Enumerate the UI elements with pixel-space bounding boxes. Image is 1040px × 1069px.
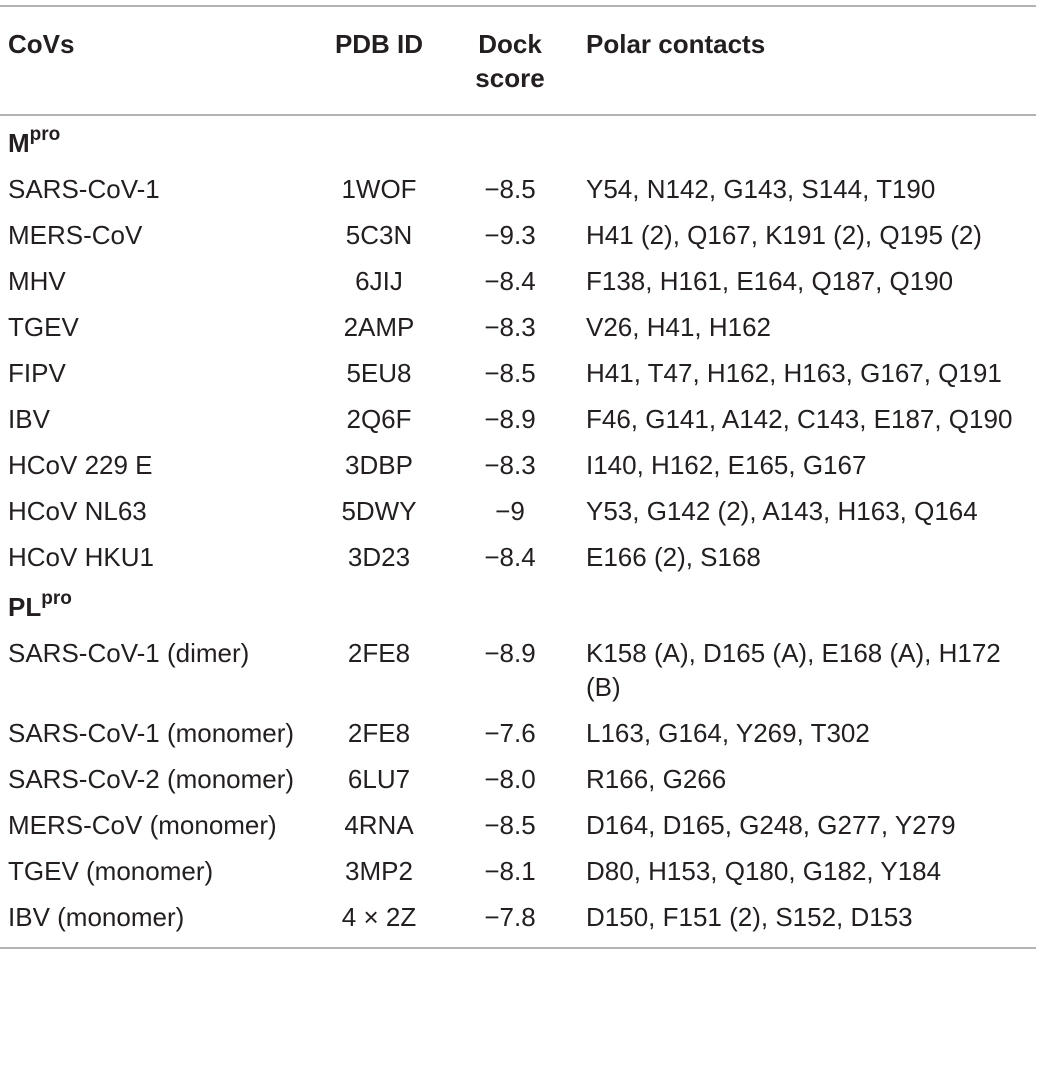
cell-polar-contacts: I140, H162, E165, G167 — [586, 450, 867, 480]
cell-pdb-id: 6JIJ — [355, 266, 403, 296]
cell-dock-score: −8.5 — [484, 358, 536, 388]
cell-pdb-id: 2FE8 — [347, 718, 411, 748]
table-row: MERS-CoV (monomer) 4RNA −8.5 D164, D165, G2… — [0, 802, 1036, 848]
cell-dock-score: −8.3 — [484, 450, 536, 480]
header-row: CoVs PDB ID Dock score Polar contacts — [0, 6, 1036, 115]
header-covs: CoVs — [8, 29, 75, 59]
section-title-main: PL — [8, 592, 42, 622]
cell-polar-contacts: F138, H161, E164, Q187, Q190 — [586, 266, 954, 296]
cell-polar-contacts: Y54, N142, G143, S144, T190 — [586, 174, 936, 204]
section-title-superscript: pro — [29, 124, 61, 146]
cell-cov: MERS-CoV — [8, 220, 143, 250]
cell-cov: HCoV 229 E — [8, 450, 153, 480]
cell-dock-score: −8.9 — [484, 638, 536, 668]
cell-pdb-id: 2Q6F — [346, 404, 412, 434]
cell-cov: SARS-CoV-1 — [8, 174, 160, 204]
cell-pdb-id: 4 × 2Z — [341, 902, 417, 932]
header-dock-score: Dock score — [442, 6, 578, 115]
cell-dock-score: −8.0 — [484, 764, 536, 794]
cell-cov: HCoV NL63 — [8, 496, 147, 526]
table-row: MHV 6JIJ −8.4 F138, H161, E164, Q187, Q190 — [0, 258, 1036, 304]
table-body: Mpro SARS-CoV-1 1WOF −8.5 Y54, N142, G143, S… — [0, 115, 1036, 948]
cell-pdb-id: 5EU8 — [346, 358, 412, 388]
table-row: HCoV 229 E 3DBP −8.3 I140, H162, E165, G167 — [0, 442, 1036, 488]
cell-cov: FIPV — [8, 358, 66, 388]
cell-cov: IBV — [8, 404, 50, 434]
header-pdb-id: PDB ID — [334, 29, 424, 59]
cell-dock-score: −9 — [495, 496, 525, 526]
table-row: SARS-CoV-1 (dimer) 2FE8 −8.9 K158 (A), D165… — [0, 630, 1036, 710]
cell-cov: SARS-CoV-1 (monomer) — [8, 718, 295, 748]
cell-cov: MERS-CoV (monomer) — [8, 810, 277, 840]
cell-pdb-id: 6LU7 — [347, 764, 411, 794]
table-row: IBV (monomer) 4 × 2Z −7.8 D150, F151 (2), S… — [0, 894, 1036, 948]
cell-pdb-id: 4RNA — [344, 810, 414, 840]
cell-polar-contacts: D150, F151 (2), S152, D153 — [586, 902, 913, 932]
cell-polar-contacts: H41, T47, H162, H163, G167, Q191 — [586, 358, 1002, 388]
table-row: HCoV NL63 5DWY −9 Y53, G142 (2), A143, H163… — [0, 488, 1036, 534]
cell-pdb-id: 2FE8 — [347, 638, 411, 668]
cell-polar-contacts: H41 (2), Q167, K191 (2), Q195 (2) — [586, 220, 982, 250]
table-row: TGEV 2AMP −8.3 V26, H41, H162 — [0, 304, 1036, 350]
table-row: IBV 2Q6F −8.9 F46, G141, A142, C143, E187, … — [0, 396, 1036, 442]
cell-pdb-id: 1WOF — [341, 174, 417, 204]
cell-polar-contacts: V26, H41, H162 — [586, 312, 772, 342]
cell-polar-contacts: K158 (A), D165 (A), E168 (A), H172 (B) — [586, 638, 1001, 702]
cell-polar-contacts: Y53, G142 (2), A143, H163, Q164 — [586, 496, 978, 526]
cell-cov: HCoV HKU1 — [8, 542, 154, 572]
cell-polar-contacts: F46, G141, A142, C143, E187, Q190 — [586, 404, 1013, 434]
cell-cov: SARS-CoV-1 (dimer) — [8, 638, 250, 668]
cell-dock-score: −8.1 — [484, 856, 536, 886]
cell-polar-contacts: D164, D165, G248, G277, Y279 — [586, 810, 956, 840]
section-row: PLpro — [0, 580, 1036, 630]
cell-dock-score: −9.3 — [484, 220, 536, 250]
table-row: SARS-CoV-1 1WOF −8.5 Y54, N142, G143, S144,… — [0, 166, 1036, 212]
cell-pdb-id: 2AMP — [343, 312, 415, 342]
cell-cov: IBV (monomer) — [8, 902, 185, 932]
section-row: Mpro — [0, 115, 1036, 166]
cell-dock-score: −7.8 — [484, 902, 536, 932]
section-title: PLpro — [0, 580, 1036, 630]
header-dock-score-text: Dock score — [475, 29, 545, 93]
cell-cov: TGEV (monomer) — [8, 856, 214, 886]
table-row: TGEV (monomer) 3MP2 −8.1 D80, H153, Q180, G… — [0, 848, 1036, 894]
cell-pdb-id: 3MP2 — [345, 856, 413, 886]
cell-pdb-id: 5C3N — [345, 220, 413, 250]
cell-dock-score: −8.5 — [484, 174, 536, 204]
header-polar-contacts: Polar contacts — [586, 29, 766, 59]
docking-results-table: CoVs PDB ID Dock score Polar contacts Mp… — [0, 5, 1036, 949]
cell-pdb-id: 3DBP — [345, 450, 413, 480]
cell-polar-contacts: R166, G266 — [586, 764, 727, 794]
cell-cov: MHV — [8, 266, 66, 296]
table-row: FIPV 5EU8 −8.5 H41, T47, H162, H163, G167, … — [0, 350, 1036, 396]
table-row: SARS-CoV-2 (monomer) 6LU7 −8.0 R166, G266 — [0, 756, 1036, 802]
cell-dock-score: −8.4 — [484, 266, 536, 296]
cell-cov: SARS-CoV-2 (monomer) — [8, 764, 295, 794]
cell-pdb-id: 5DWY — [341, 496, 417, 526]
section-title-superscript: pro — [41, 588, 72, 610]
cell-dock-score: −7.6 — [484, 718, 536, 748]
section-title: Mpro — [0, 115, 1036, 166]
cell-pdb-id: 3D23 — [347, 542, 411, 572]
cell-dock-score: −8.4 — [484, 542, 536, 572]
cell-polar-contacts: L163, G164, Y269, T302 — [586, 718, 870, 748]
cell-polar-contacts: E166 (2), S168 — [586, 542, 761, 572]
table-row: SARS-CoV-1 (monomer) 2FE8 −7.6 L163, G164, … — [0, 710, 1036, 756]
cell-dock-score: −8.5 — [484, 810, 536, 840]
section-title-main: M — [8, 128, 30, 158]
cell-cov: TGEV — [8, 312, 79, 342]
table-header: CoVs PDB ID Dock score Polar contacts — [0, 6, 1036, 115]
cell-dock-score: −8.3 — [484, 312, 536, 342]
cell-dock-score: −8.9 — [484, 404, 536, 434]
cell-polar-contacts: D80, H153, Q180, G182, Y184 — [586, 856, 942, 886]
table-row: HCoV HKU1 3D23 −8.4 E166 (2), S168 — [0, 534, 1036, 580]
table-row: MERS-CoV 5C3N −9.3 H41 (2), Q167, K191 (2),… — [0, 212, 1036, 258]
